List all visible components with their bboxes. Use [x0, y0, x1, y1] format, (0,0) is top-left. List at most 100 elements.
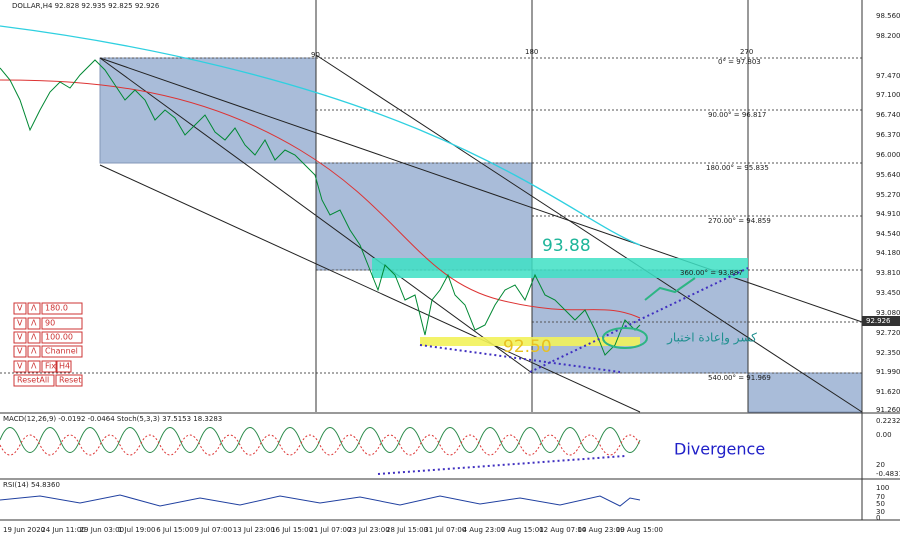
vertical-label: 90 — [311, 51, 320, 59]
stoch — [0, 427, 641, 453]
stoch-signal — [0, 434, 641, 456]
button[interactable] — [55, 374, 83, 387]
rsi-axis: 70 — [876, 493, 885, 501]
button[interactable] — [41, 317, 83, 330]
rsi-line — [0, 494, 641, 507]
price-label: 96.740 — [876, 111, 900, 119]
macd-axis: 20 — [876, 461, 885, 469]
price — [0, 59, 641, 356]
time-label: 19 Aug 15:00 — [616, 526, 663, 534]
fib-label: 0° = 97.803 — [718, 58, 761, 66]
price-label: 95.270 — [876, 191, 900, 199]
time-label: 6 Jul 15:00 — [156, 526, 194, 534]
time-label: 24 Jun 11:00 — [41, 526, 85, 534]
price-label: 95.640 — [876, 171, 900, 179]
price-label: 91.260 — [876, 406, 900, 414]
button-icon: V — [17, 304, 23, 313]
rsi-axis: 50 — [876, 500, 885, 508]
price-label: 91.990 — [876, 368, 900, 376]
ma-fast — [0, 79, 641, 319]
button[interactable] — [27, 302, 41, 315]
button-icon: Λ — [31, 362, 37, 371]
time-label: 1 Jul 19:00 — [118, 526, 156, 534]
vertical-label: 270 — [740, 48, 753, 56]
fib-label: 180.00° = 95.835 — [706, 164, 769, 172]
rsi-label: RSI(14) 54.8360 — [3, 481, 60, 489]
macd-label: MACD(12,26,9) -0.0192 -0.0464 Stoch(5,3,… — [3, 415, 222, 423]
button-icon: V — [17, 319, 23, 328]
macd-axis: -0.4831 — [876, 470, 900, 478]
time-label: 4 Aug 23:00 — [463, 526, 506, 534]
time-label: 9 Jul 07:00 — [195, 526, 233, 534]
button[interactable] — [41, 360, 57, 373]
button-icon: V — [17, 333, 23, 342]
price-label: 97.470 — [876, 72, 900, 80]
button[interactable] — [27, 317, 41, 330]
trend-lines — [377, 267, 749, 475]
button-label: Channel — [45, 347, 78, 356]
price-label: 94.910 — [876, 210, 900, 218]
arrow — [644, 277, 696, 301]
button-icon: Λ — [31, 333, 37, 342]
button-label: Fix — [45, 362, 56, 371]
macd-axis: 0.00 — [876, 431, 892, 439]
button-icon: Λ — [31, 304, 37, 313]
rsi-axis: 100 — [876, 484, 889, 492]
price-marker — [862, 316, 900, 326]
button-icon: V — [17, 347, 23, 356]
vertical-label: 180 — [525, 48, 538, 56]
button[interactable] — [13, 360, 27, 373]
price-label: 94.540 — [876, 230, 900, 238]
support-band — [420, 337, 640, 346]
price-label: 97.100 — [876, 91, 900, 99]
annotation: كسر وإعادة اختبار — [666, 331, 757, 346]
price-label: 94.180 — [876, 249, 900, 257]
macd-axis: 0.2232 — [876, 417, 900, 425]
time-label: 16 Jul 15:00 — [271, 526, 313, 534]
fib-label: 540.00° = 91.969 — [708, 374, 771, 382]
time-label: 23 Jul 23:00 — [348, 526, 390, 534]
fib-boxes — [99, 57, 863, 413]
price-label: 93.080 — [876, 309, 900, 317]
price-label: 92.350 — [876, 349, 900, 357]
button[interactable] — [27, 360, 41, 373]
price-label: 92.720 — [876, 329, 900, 337]
current-price: 92.926 — [866, 317, 891, 325]
button[interactable] — [41, 345, 83, 358]
button-label: H4 — [59, 362, 70, 371]
price-label: 93.450 — [876, 289, 900, 297]
fib-label: 90.00° = 96.817 — [708, 111, 766, 119]
resistance-band — [372, 258, 748, 278]
button-label: 180.0 — [45, 304, 68, 313]
rsi-axis: 0 — [876, 514, 880, 522]
button[interactable] — [13, 317, 27, 330]
button[interactable] — [27, 345, 41, 358]
button[interactable] — [13, 345, 27, 358]
time-label: 12 Aug 07:00 — [539, 526, 586, 534]
button[interactable] — [13, 374, 55, 387]
annotation: Divergence — [674, 440, 765, 459]
button[interactable] — [56, 360, 72, 373]
button[interactable] — [27, 331, 41, 344]
button-label: Reset — [59, 376, 81, 385]
time-label: 21 Jul 07:00 — [309, 526, 351, 534]
price-label: 91.620 — [876, 388, 900, 396]
fib-label: 270.00° = 94.859 — [708, 217, 771, 225]
time-label: 28 Jul 15:00 — [386, 526, 428, 534]
time-label: 14 Aug 23:00 — [578, 526, 625, 534]
price-label: 96.000 — [876, 151, 900, 159]
ma-slow — [0, 25, 641, 246]
button[interactable] — [41, 302, 83, 315]
time-label: 29 Jun 03:00 — [80, 526, 124, 534]
time-label: 7 Aug 15:00 — [501, 526, 544, 534]
button-label: ResetAll — [17, 376, 49, 385]
button[interactable] — [41, 331, 83, 344]
time-label: 31 Jul 07:00 — [424, 526, 466, 534]
price-label: 98.200 — [876, 32, 900, 40]
time-label: 13 Jul 23:00 — [233, 526, 275, 534]
annotation: 92.50 — [503, 337, 552, 357]
price-label: 98.560 — [876, 12, 900, 20]
button[interactable] — [13, 331, 27, 344]
button[interactable] — [13, 302, 27, 315]
highlight — [602, 327, 648, 349]
